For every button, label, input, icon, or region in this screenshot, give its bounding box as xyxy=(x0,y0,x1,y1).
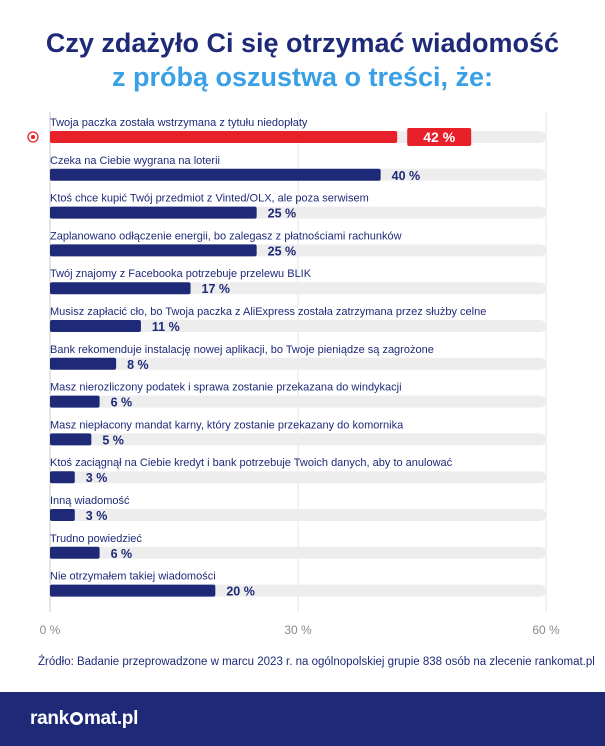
source-note: Źródło: Badanie przeprowadzone w marcu 2… xyxy=(38,656,595,668)
category-label: Trudno powiedzieć xyxy=(50,533,142,545)
category-label: Ktoś zaciągnął na Ciebie kredyt i bank p… xyxy=(50,457,453,469)
category-label: Twoja paczka została wstrzymana z tytułu… xyxy=(50,117,308,129)
footer: rank mat.pl xyxy=(0,692,605,746)
value-label: 40 % xyxy=(392,169,421,183)
bar xyxy=(50,168,381,181)
x-tick-label: 30 % xyxy=(284,623,312,637)
bar-track xyxy=(50,433,546,446)
brand-o-icon xyxy=(69,712,83,725)
bar xyxy=(50,244,257,257)
bar xyxy=(50,471,75,484)
category-label: Bank rekomenduje instalację nowej aplika… xyxy=(50,344,434,356)
bar xyxy=(50,584,216,597)
category-label: Zaplanowano odłączenie energii, bo zaleg… xyxy=(50,230,402,242)
value-label: 11 % xyxy=(152,320,180,334)
bar xyxy=(50,509,75,521)
category-label: Masz niepłacony mandat karny, który zost… xyxy=(50,419,404,431)
bar xyxy=(50,320,141,332)
bar xyxy=(50,131,398,143)
value-label: 6 % xyxy=(111,396,133,410)
bar-track xyxy=(50,357,546,370)
value-label: 5 % xyxy=(102,433,124,447)
bar-track xyxy=(50,471,546,484)
value-label: 3 % xyxy=(86,471,108,485)
bar-chart: 0 % 30 % 60 % Twoja paczka została wstrzyma… xyxy=(27,112,560,637)
x-tick-label: 0 % xyxy=(40,623,61,637)
category-label: Czeka na Ciebie wygrana na loterii xyxy=(50,155,220,167)
x-tick-label: 60 % xyxy=(532,623,560,637)
title-line-1: Czy zdażyło Ci się otrzymać wiadomość xyxy=(45,28,560,58)
bar xyxy=(50,206,257,219)
bar-track xyxy=(50,320,546,332)
value-label-box xyxy=(407,128,472,146)
value-label: 17 % xyxy=(202,282,231,296)
value-label: 20 % xyxy=(226,585,255,599)
highlight-marker-dot xyxy=(31,135,35,139)
category-label: Inną wiadomość xyxy=(50,495,130,507)
value-label: 25 % xyxy=(268,207,297,221)
bar-track xyxy=(50,546,546,559)
category-label: Masz nierozliczony podatek i sprawa zost… xyxy=(50,382,402,394)
brand-text-2: mat.pl xyxy=(83,708,139,729)
value-label: 8 % xyxy=(127,358,149,372)
bar xyxy=(50,433,92,446)
category-label: Musisz zapłacić cło, bo Twoja paczka z A… xyxy=(50,306,486,318)
value-label: 6 % xyxy=(111,547,133,561)
brand-text-1: rank xyxy=(30,708,69,729)
category-label: Ktoś chce kupić Twój przedmiot z Vinted/… xyxy=(50,193,369,205)
category-label: Nie otrzymałem takiej wiadomości xyxy=(50,571,216,583)
title-line-2: z próbą oszustwa o treści, że: xyxy=(111,62,494,92)
bar xyxy=(50,395,100,408)
value-label: 3 % xyxy=(86,509,108,523)
bar xyxy=(50,357,117,370)
bar-track xyxy=(50,509,546,521)
bar xyxy=(50,282,191,295)
value-label: 42 % xyxy=(423,129,455,145)
bar-track xyxy=(50,395,546,408)
value-label: 25 % xyxy=(268,244,297,258)
brand-logo[interactable]: rank mat.pl xyxy=(30,708,138,730)
bar xyxy=(50,546,100,559)
category-label: Twój znajomy z Facebooka potrzebuje prze… xyxy=(50,268,312,280)
